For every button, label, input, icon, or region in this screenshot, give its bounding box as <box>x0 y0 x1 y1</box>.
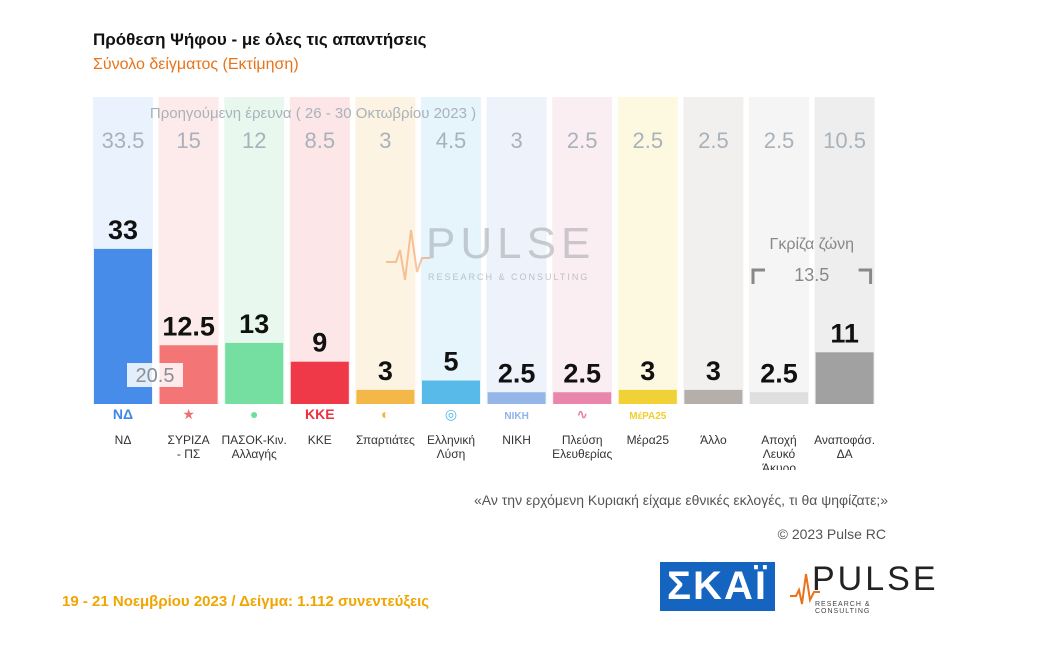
previous-value-label: 2.5 <box>764 128 795 153</box>
category-label: Μέρα25 <box>627 433 670 447</box>
bar-current <box>422 380 480 404</box>
value-label: 2.5 <box>498 358 536 388</box>
party-logo-icon: ΝΙΚΗ <box>504 411 528 422</box>
pulse-logo-word: PULSE <box>812 560 939 598</box>
value-label: 3 <box>706 356 721 386</box>
previous-value-label: 15 <box>176 128 200 153</box>
previous-value-label: 33.5 <box>102 128 145 153</box>
category-label: Άκυρο <box>762 461 796 470</box>
chart-subtitle: Σύνολο δείγματος (Εκτίμηση) <box>93 56 299 73</box>
bar-current <box>487 392 546 404</box>
value-label: 3 <box>378 356 393 386</box>
category-label: ΚΚΕ <box>308 433 332 447</box>
previous-value-label: 4.5 <box>436 128 467 153</box>
previous-value-label: 10.5 <box>823 128 866 153</box>
watermark-pulse: PULSE <box>426 219 595 268</box>
column-background <box>421 97 481 404</box>
column-background <box>355 97 416 404</box>
nd-inner-label-bg <box>127 363 183 387</box>
party-logo-icon: ◐ <box>381 406 389 422</box>
value-label: 13 <box>239 309 269 339</box>
grey-zone-bracket-left <box>751 268 765 284</box>
category-label: Αλλαγής <box>232 447 277 461</box>
column-background <box>683 97 744 404</box>
category-label: ΔΑ <box>837 447 853 461</box>
pulse-wave-icon <box>790 573 820 605</box>
category-label: Πλεύση <box>562 433 603 447</box>
party-logo-icon: ΚΚΕ <box>305 406 335 422</box>
grey-zone-label: Γκρίζα ζώνη <box>770 236 855 253</box>
category-label: Λύση <box>437 447 466 461</box>
pulse-logo: PULSE RESEARCH & CONSULTING <box>790 560 936 615</box>
category-label: Σπαρτιάτες <box>356 433 415 447</box>
previous-value-label: 2.5 <box>633 128 664 153</box>
column-background <box>486 97 547 404</box>
party-logo-icon: ΜέΡΑ25 <box>629 411 667 422</box>
survey-date-sample: 19 - 21 Νοεμβρίου 2023 / Δείγμα: 1.112 σ… <box>62 593 430 610</box>
bar-current <box>618 389 677 404</box>
previous-value-label: 2.5 <box>698 128 729 153</box>
category-label: ΠΑΣΟΚ-Κιν. <box>221 433 286 447</box>
party-logo-icon: ΝΔ <box>113 406 133 422</box>
category-label: - ΠΣ <box>177 447 200 461</box>
column-background <box>289 97 350 404</box>
value-label: 2.5 <box>563 358 601 388</box>
column-background <box>617 97 678 404</box>
previous-value-label: 3 <box>510 128 522 153</box>
party-logo-icon: ● <box>250 406 258 422</box>
chart-title: Πρόθεση Ψήφου - με όλες τις απαντήσεις <box>93 30 427 49</box>
category-label: Ελληνική <box>427 433 475 447</box>
category-label: ΣΥΡΙΖΑ <box>168 433 210 447</box>
previous-value-label: 2.5 <box>567 128 598 153</box>
value-label: 33 <box>108 215 138 245</box>
previous-value-label: 3 <box>379 128 391 153</box>
grey-zone-bracket-right <box>858 268 873 284</box>
value-label: 12.5 <box>162 311 215 341</box>
previous-value-label: 12 <box>242 128 266 153</box>
party-logo-icon: ∿ <box>576 406 588 422</box>
bar-current <box>815 352 874 404</box>
skai-logo: ΣΚΑΪ <box>660 562 775 611</box>
pulse-logo-tagline: RESEARCH & CONSULTING <box>815 601 871 615</box>
grey-zone-value: 13.5 <box>794 265 829 285</box>
copyright-text: © 2023 Pulse RC <box>777 526 886 542</box>
value-label: 9 <box>312 328 327 358</box>
bar-current <box>684 389 743 404</box>
party-logo-icon: ★ <box>182 406 195 422</box>
column-background <box>552 97 613 404</box>
value-label: 3 <box>640 356 655 386</box>
category-label: ΝΔ <box>115 433 132 447</box>
value-label: 11 <box>830 318 859 348</box>
value-label: 5 <box>443 347 458 377</box>
category-label: Αναποφάσ. <box>814 433 875 447</box>
category-label: Ελευθερίας <box>552 447 612 461</box>
previous-survey-label: Προηγούμενη έρευνα ( 26 - 30 Οκτωβρίου 2… <box>150 105 476 122</box>
bar-current <box>553 392 612 404</box>
watermark-wave-icon <box>386 229 430 281</box>
party-logo-icon: ◎ <box>445 406 457 422</box>
category-label: ΝΙΚΗ <box>502 433 531 447</box>
bar-current <box>750 392 808 404</box>
previous-value-label: 8.5 <box>305 128 336 153</box>
category-label: Αποχή <box>761 433 796 447</box>
survey-question: «Αν την ερχόμενη Κυριακή είχαμε εθνικές … <box>474 492 888 508</box>
bar-current <box>225 342 284 404</box>
nd-inner-value-label: 20.5 <box>136 365 175 387</box>
value-label: 2.5 <box>760 358 798 388</box>
bar-current <box>356 389 415 404</box>
watermark-tagline: RESEARCH & CONSULTING <box>428 272 589 282</box>
column-background <box>749 97 809 404</box>
bar-current <box>290 361 349 404</box>
category-label: Λευκό <box>763 447 796 461</box>
category-label: Άλλο <box>700 433 727 447</box>
